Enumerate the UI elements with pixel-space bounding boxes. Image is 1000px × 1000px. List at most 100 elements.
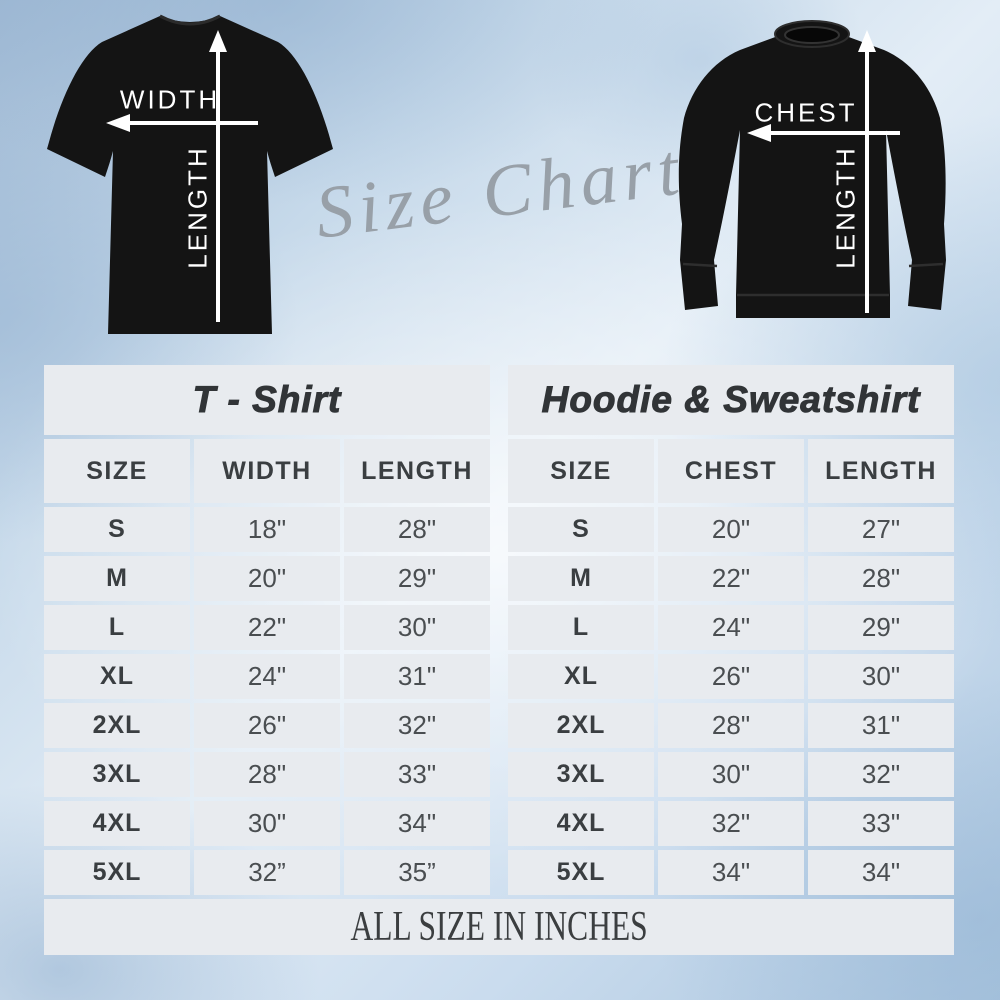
value-cell: 28" (344, 507, 490, 552)
tshirt-width-label: WIDTH (119, 84, 221, 115)
length-arrow-head (858, 30, 876, 52)
value-cell: 31" (808, 703, 954, 748)
size-cell: 5XL (44, 850, 190, 895)
table-row: S 18" 28" (44, 507, 490, 552)
value-cell: 33" (344, 752, 490, 797)
size-cell: 2XL (508, 703, 654, 748)
hoodie-header-row: SIZE CHEST LENGTH (508, 439, 954, 503)
hoodie-col-length: LENGTH (808, 439, 954, 503)
size-cell: 2XL (44, 703, 190, 748)
value-cell: 20" (658, 507, 804, 552)
size-tables-row: T - Shirt SIZE WIDTH LENGTH S 18" 28" (40, 361, 958, 899)
tshirt-col-length: LENGTH (344, 439, 490, 503)
value-cell: 24" (194, 654, 340, 699)
tshirt-length-label: LENGTH (182, 145, 213, 269)
sweatshirt-illustration (678, 20, 946, 318)
value-cell: 35” (344, 850, 490, 895)
chest-arrow-head (747, 124, 771, 142)
tshirt-table-title: T - Shirt (44, 365, 490, 435)
size-cell: S (44, 507, 190, 552)
tshirt-col-size: SIZE (44, 439, 190, 503)
value-cell: 31" (344, 654, 490, 699)
value-cell: 24" (658, 605, 804, 650)
table-row: 3XL 30" 32" (508, 752, 954, 797)
hoodie-col-size: SIZE (508, 439, 654, 503)
tshirt-collar (159, 14, 221, 26)
value-cell: 34" (658, 850, 804, 895)
table-row: L 24" 29" (508, 605, 954, 650)
hoodie-table-title: Hoodie & Sweatshirt (508, 365, 954, 435)
value-cell: 22" (194, 605, 340, 650)
tshirt-illustration (47, 14, 333, 334)
value-cell: 26" (658, 654, 804, 699)
value-cell: 34" (344, 801, 490, 846)
table-row: L 22" 30" (44, 605, 490, 650)
sweatshirt-length-label: LENGTH (830, 145, 861, 269)
value-cell: 32" (344, 703, 490, 748)
value-cell: 20" (194, 556, 340, 601)
value-cell: 29" (808, 605, 954, 650)
value-cell: 29" (344, 556, 490, 601)
value-cell: 22" (658, 556, 804, 601)
table-row: XL 26" 30" (508, 654, 954, 699)
size-cell: 3XL (44, 752, 190, 797)
value-cell: 28" (808, 556, 954, 601)
width-arrow-head (106, 114, 130, 132)
value-cell: 30" (344, 605, 490, 650)
size-cell: 5XL (508, 850, 654, 895)
size-cell: M (508, 556, 654, 601)
size-cell: XL (44, 654, 190, 699)
tshirt-size-table: T - Shirt SIZE WIDTH LENGTH S 18" 28" (40, 361, 494, 899)
size-cell: 3XL (508, 752, 654, 797)
size-cell: XL (508, 654, 654, 699)
table-row: M 22" 28" (508, 556, 954, 601)
table-row: 3XL 28" 33" (44, 752, 490, 797)
script-title: Size Chart (311, 128, 689, 255)
size-cell: L (508, 605, 654, 650)
hoodie-col-chest: CHEST (658, 439, 804, 503)
size-tables-section: T - Shirt SIZE WIDTH LENGTH S 18" 28" (40, 361, 958, 955)
table-row: 2XL 28" 31" (508, 703, 954, 748)
value-cell: 32" (808, 752, 954, 797)
tshirt-col-width: WIDTH (194, 439, 340, 503)
table-row: 4XL 32" 33" (508, 801, 954, 846)
size-cell: S (508, 507, 654, 552)
value-cell: 26" (194, 703, 340, 748)
hoodie-title-row: Hoodie & Sweatshirt (508, 365, 954, 435)
value-cell: 28" (194, 752, 340, 797)
tshirt-silhouette (47, 16, 333, 334)
footer-note-text: ALL SIZE IN INCHES (350, 904, 648, 950)
size-cell: 4XL (508, 801, 654, 846)
value-cell: 32" (658, 801, 804, 846)
tshirt-title-row: T - Shirt (44, 365, 490, 435)
sweatshirt-silhouette (678, 28, 946, 318)
hoodie-size-table: Hoodie & Sweatshirt SIZE CHEST LENGTH S … (504, 361, 958, 899)
table-row: M 20" 29" (44, 556, 490, 601)
value-cell: 34" (808, 850, 954, 895)
value-cell: 28" (658, 703, 804, 748)
table-row: 2XL 26" 32" (44, 703, 490, 748)
value-cell: 33" (808, 801, 954, 846)
sweatshirt-collar-inner (784, 26, 840, 44)
value-cell: 30" (808, 654, 954, 699)
table-row: 5XL 32” 35” (44, 850, 490, 895)
sweatshirt-right-cuff-line (908, 262, 944, 268)
table-row: 4XL 30" 34" (44, 801, 490, 846)
sweatshirt-chest-label: CHEST (754, 97, 858, 128)
length-arrow-head (209, 30, 227, 52)
value-cell: 32” (194, 850, 340, 895)
size-cell: L (44, 605, 190, 650)
table-row: XL 24" 31" (44, 654, 490, 699)
value-cell: 27" (808, 507, 954, 552)
size-cell: 4XL (44, 801, 190, 846)
footer-note-bar: ALL SIZE IN INCHES (44, 899, 954, 955)
value-cell: 30" (658, 752, 804, 797)
table-row: 5XL 34" 34" (508, 850, 954, 895)
value-cell: 30" (194, 801, 340, 846)
tshirt-header-row: SIZE WIDTH LENGTH (44, 439, 490, 503)
sweatshirt-left-cuff-line (682, 262, 718, 268)
size-cell: M (44, 556, 190, 601)
value-cell: 18" (194, 507, 340, 552)
table-row: S 20" 27" (508, 507, 954, 552)
